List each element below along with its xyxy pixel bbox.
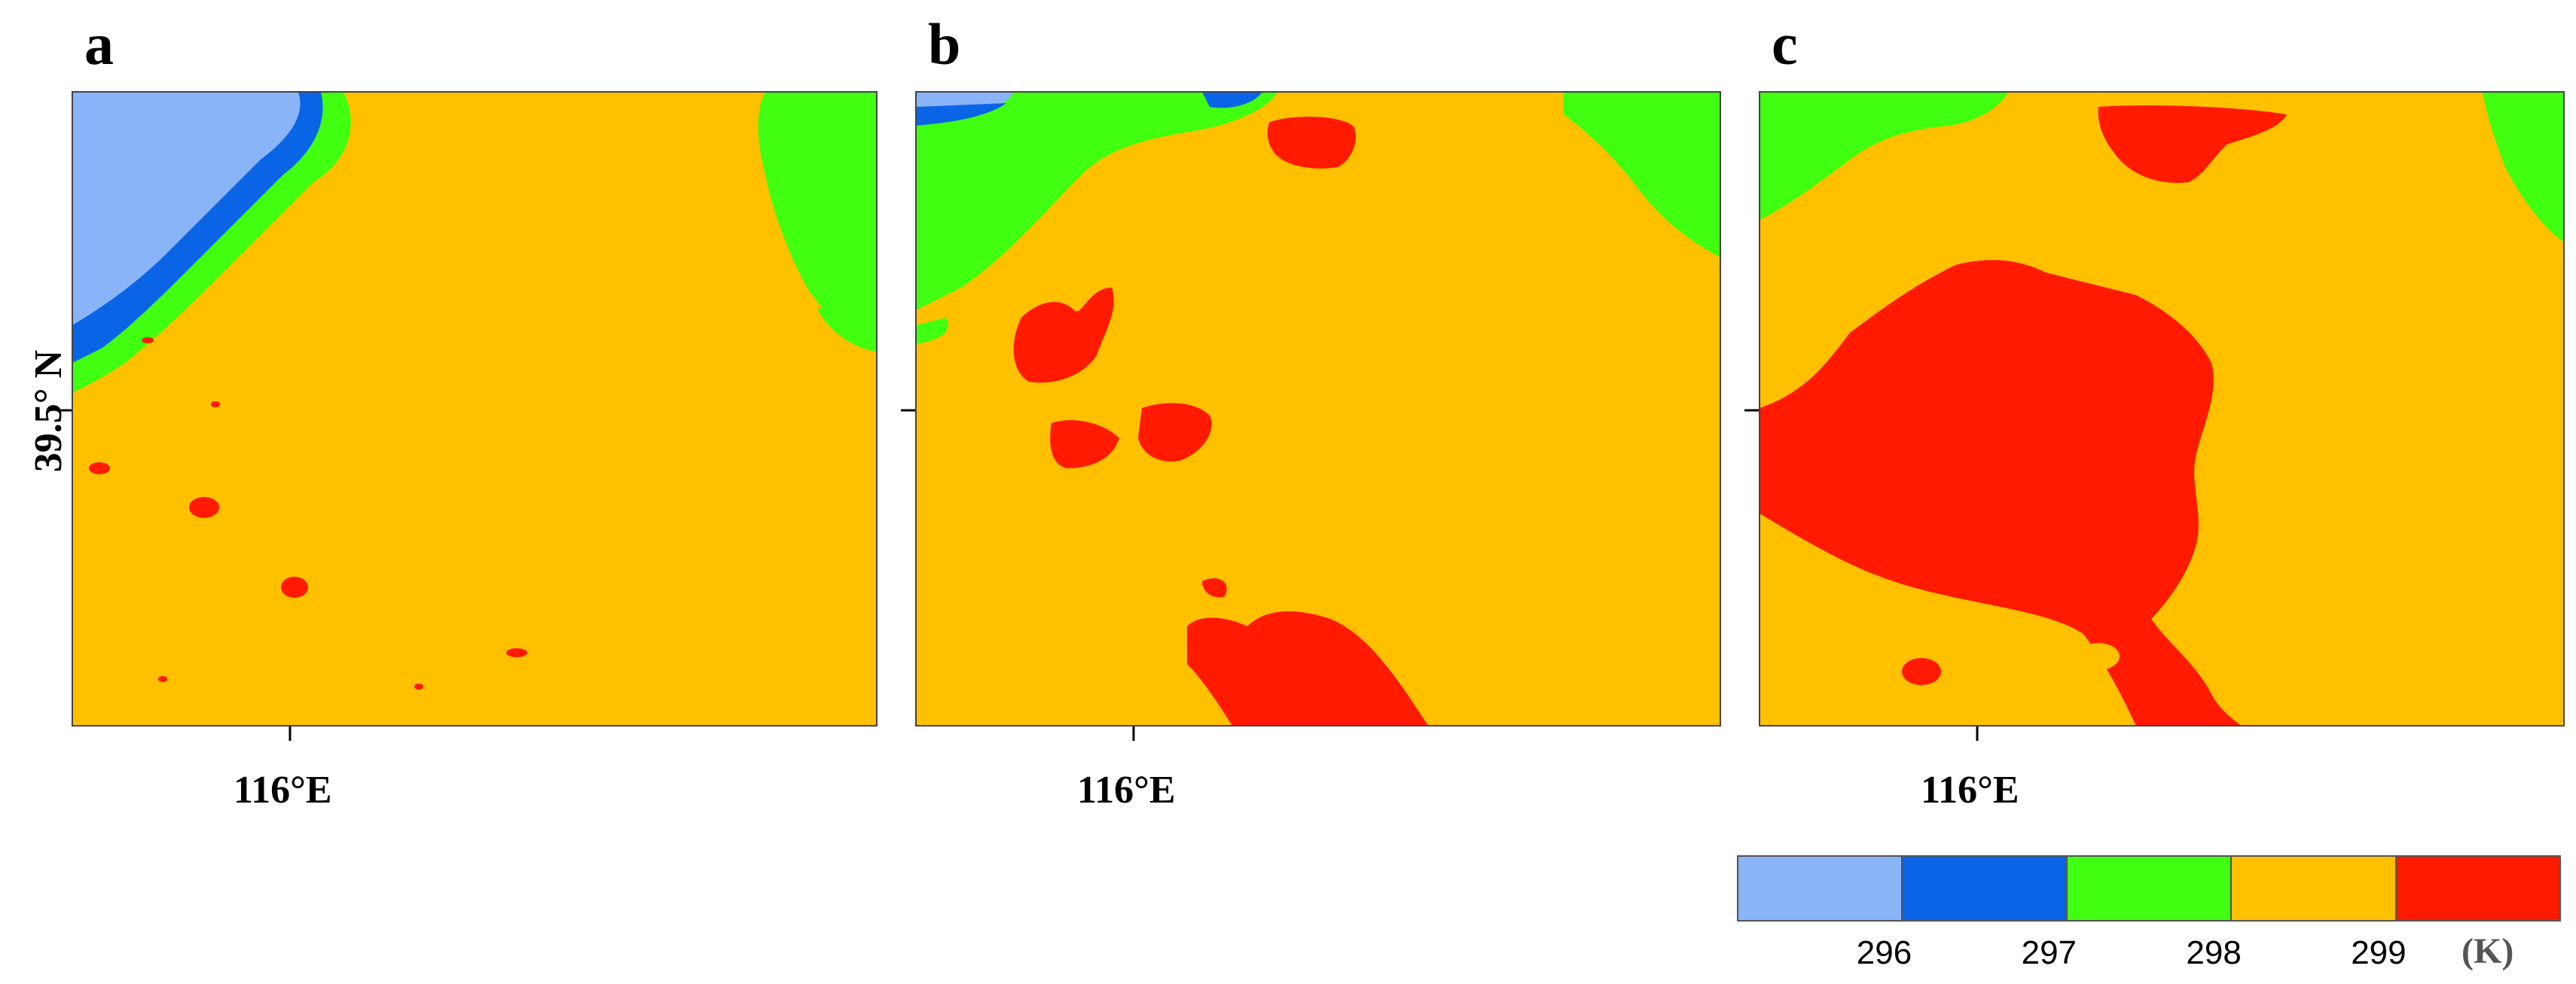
map-panel-b	[916, 92, 1720, 726]
frame-c	[1759, 91, 2565, 727]
x-tick-label-c: 116°E	[1921, 769, 2019, 812]
map-panel-a	[72, 92, 877, 726]
colorbar-tick-label: 298	[2186, 934, 2242, 971]
panel-letter-a: a	[84, 11, 114, 77]
colorbar-unit: (K)	[2462, 931, 2514, 971]
region-299plus	[89, 462, 110, 474]
region-296	[72, 92, 301, 325]
colorbar-segment	[2230, 857, 2395, 920]
map-b-svg	[916, 92, 1720, 726]
x-tick-label-a: 116°E	[233, 769, 332, 812]
region-298-ne	[758, 92, 877, 340]
colorbar	[1737, 855, 2561, 922]
panel-letter-c: c	[1772, 11, 1798, 77]
panel-letter-b: b	[928, 11, 961, 77]
colorbar-segment	[2065, 857, 2231, 920]
colorbar-tick-label: 296	[1856, 934, 1912, 971]
colorbar-segment	[2394, 857, 2560, 920]
colorbar-tick-label: 299	[2351, 934, 2407, 971]
frame-a	[72, 91, 877, 727]
map-c-svg	[1760, 92, 2564, 726]
colorbar-segment	[1738, 857, 1902, 920]
colorbar-segment	[1901, 857, 2066, 920]
frame-b	[915, 91, 1721, 727]
x-tick-label-b: 116°E	[1077, 769, 1176, 812]
map-panel-c	[1760, 92, 2564, 726]
map-a-svg	[72, 92, 877, 726]
colorbar-tick-label: 297	[2021, 934, 2077, 971]
